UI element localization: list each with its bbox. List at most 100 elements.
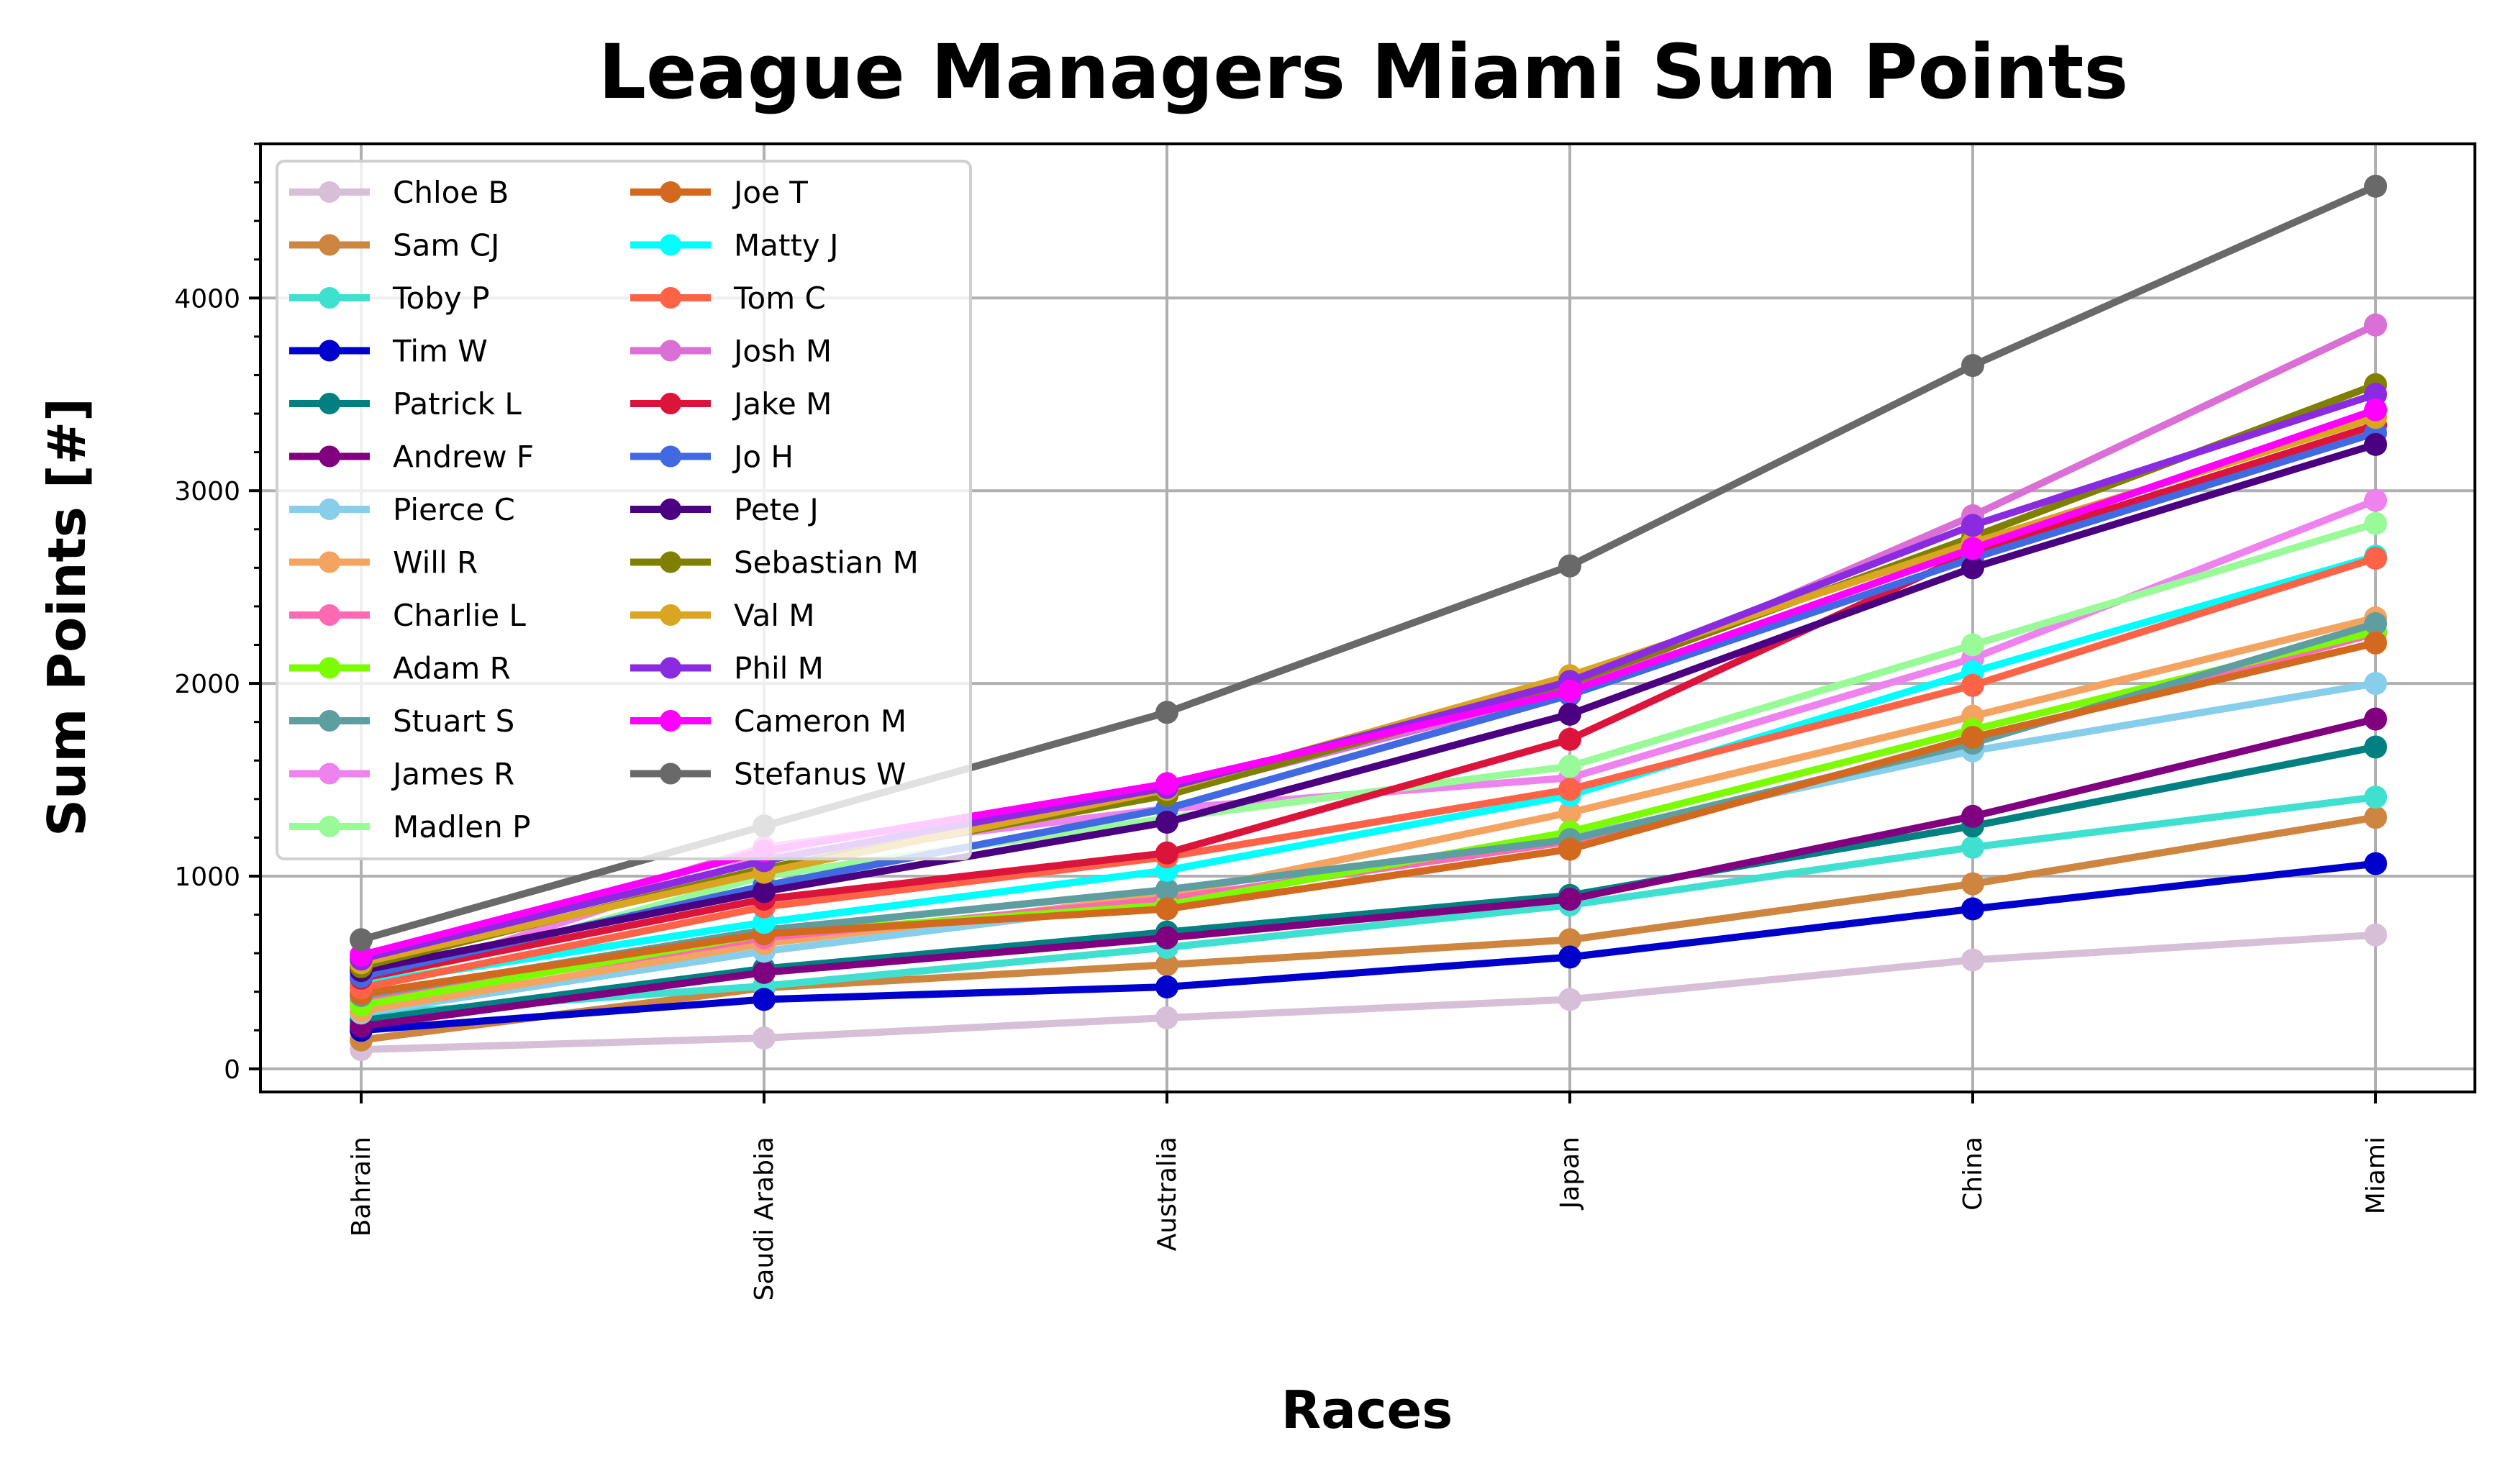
- data-point: [1961, 948, 1984, 972]
- x-tick-label: Saudi Arabia: [750, 1137, 779, 1301]
- data-point: [1155, 811, 1178, 834]
- data-point: [350, 928, 373, 952]
- series-line: [360, 743, 2376, 1024]
- legend-swatch-marker: [660, 499, 681, 520]
- data-point: [2364, 313, 2387, 337]
- legend-swatch-marker: [660, 340, 681, 362]
- y-tick-label: 3000: [174, 477, 240, 506]
- data-point: [1558, 888, 1581, 911]
- legend-swatch-marker: [660, 657, 681, 679]
- data-point: [1155, 701, 1178, 724]
- legend-entry-label: Jo H: [732, 440, 794, 475]
- legend-swatch-marker: [660, 181, 681, 203]
- data-point: [1558, 837, 1581, 861]
- legend-swatch-marker: [319, 340, 340, 362]
- legend-entry-label: Andrew F: [393, 440, 534, 475]
- data-point: [1155, 897, 1178, 921]
- legend-swatch-marker: [660, 287, 681, 309]
- legend-entry-label: Will R: [393, 545, 478, 581]
- series-line: [360, 552, 2377, 988]
- data-point: [1558, 801, 1581, 824]
- data-point: [2364, 672, 2387, 696]
- data-point: [753, 960, 776, 984]
- legend-swatch-marker: [660, 445, 681, 468]
- data-point: [1558, 928, 1581, 952]
- data-point: [753, 880, 776, 903]
- series-line: [360, 931, 2376, 1054]
- data-point: [2364, 806, 2387, 829]
- data-point: [1558, 679, 1581, 703]
- data-point: [1558, 755, 1581, 778]
- x-tick-label: Bahrain: [347, 1137, 376, 1237]
- legend-entry-label: Charlie L: [393, 598, 526, 633]
- data-point: [1155, 953, 1178, 977]
- legend-entry-label: Stuart S: [393, 704, 514, 739]
- legend-entry-label: Tim W: [392, 334, 488, 369]
- data-point: [1155, 878, 1178, 901]
- legend-entry-label: Joe T: [732, 175, 808, 210]
- legend-swatch-marker: [319, 551, 340, 573]
- y-tick-label: 1000: [174, 862, 240, 892]
- legend-swatch-marker: [660, 551, 681, 573]
- data-point: [2364, 923, 2387, 947]
- series-line: [360, 429, 2377, 980]
- series-line: [360, 441, 2377, 975]
- series-line: [360, 639, 2377, 998]
- legend: Chloe B Sam CJ Toby P Tim W Patrick L Andrew …: [276, 160, 972, 860]
- series-line: [360, 406, 2377, 959]
- data-point: [2364, 547, 2387, 570]
- x-tick-label: Australia: [1153, 1137, 1182, 1251]
- legend-swatch-marker: [319, 287, 340, 309]
- data-point: [2364, 488, 2387, 512]
- legend-entry-label: Pierce C: [393, 492, 515, 527]
- data-point: [1155, 841, 1178, 865]
- data-point: [1961, 726, 1984, 750]
- y-axis-label: Sum Points [#]: [37, 398, 97, 837]
- data-point: [753, 988, 776, 1011]
- legend-entry-label: Jake M: [732, 386, 832, 422]
- data-point: [2364, 398, 2387, 422]
- data-point: [1155, 926, 1178, 950]
- legend-swatch-marker: [660, 763, 681, 785]
- legend-box: [276, 160, 972, 860]
- data-point: [1961, 537, 1984, 560]
- legend-swatch-marker: [660, 234, 681, 256]
- data-point: [1558, 945, 1581, 969]
- series-line: [360, 519, 2377, 990]
- legend-swatch-marker: [319, 604, 340, 626]
- legend-swatch-marker: [319, 499, 340, 520]
- data-point: [1558, 702, 1581, 726]
- series-line: [360, 422, 2377, 982]
- legend-entry-label: Patrick L: [393, 386, 522, 422]
- legend-entry-label: James R: [391, 757, 514, 792]
- data-point: [2364, 735, 2387, 759]
- data-point: [1961, 872, 1984, 896]
- data-point: [2364, 174, 2387, 198]
- legend-entry-label: Stefanus W: [734, 757, 907, 792]
- legend-swatch-marker: [319, 234, 340, 256]
- legend-entry-label: Cameron M: [734, 704, 907, 739]
- data-point: [1961, 673, 1984, 697]
- legend-entry-label: Sebastian M: [734, 545, 919, 581]
- series-line: [360, 614, 2377, 1015]
- legend-entry-label: Adam R: [393, 651, 511, 686]
- data-point: [1558, 778, 1581, 801]
- legend-swatch-marker: [319, 763, 340, 785]
- legend-entry-label: Chloe B: [393, 175, 509, 210]
- legend-swatch-marker: [660, 393, 681, 414]
- legend-swatch-marker: [319, 710, 340, 732]
- data-point: [2364, 707, 2387, 731]
- data-point: [1558, 554, 1581, 578]
- data-point: [1961, 514, 1984, 537]
- x-tick-label: Japan: [1555, 1137, 1585, 1210]
- x-tick-label: China: [1958, 1137, 1988, 1211]
- legend-entry-label: Josh M: [732, 334, 832, 369]
- data-point: [1961, 354, 1984, 378]
- legend-entry-label: Toby P: [392, 281, 489, 316]
- legend-entry-label: Sam CJ: [393, 228, 499, 263]
- data-point: [1961, 897, 1984, 921]
- y-tick-label: 2000: [174, 670, 240, 699]
- legend-entry-label: Phil M: [734, 651, 824, 686]
- legend-swatch-marker: [319, 657, 340, 679]
